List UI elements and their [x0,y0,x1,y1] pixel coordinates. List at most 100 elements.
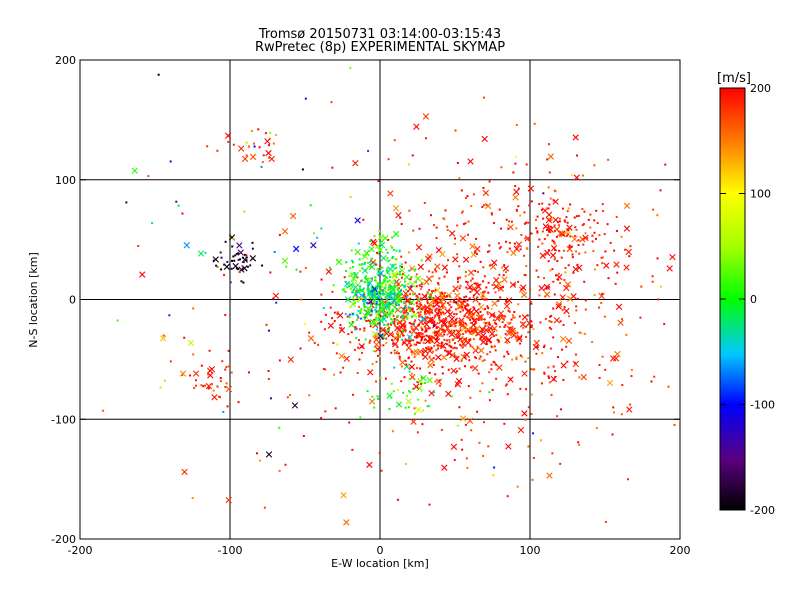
data-point-dot [462,309,465,312]
data-point-dot [497,339,500,342]
data-point-dot [404,295,407,298]
data-point-dot [508,322,511,325]
data-point-dot [525,265,528,268]
data-point-dot [215,264,218,267]
data-point-dot [375,285,378,288]
data-point-dot [519,342,522,345]
data-point-x [478,304,485,311]
data-point-dot [481,297,484,300]
data-point-dot [250,129,253,132]
data-point-x [424,255,432,262]
data-point-dot [409,391,412,394]
data-point-dot [454,237,457,240]
data-point-dot [224,240,227,243]
data-point-dot [410,302,413,305]
data-point-x [370,238,377,246]
data-point-dot [396,336,399,339]
data-point-dot [441,372,444,375]
data-point-x [197,250,205,257]
data-point-dot [412,291,415,294]
data-point-dot [385,269,388,272]
data-point-dot [372,296,375,299]
data-point-dot [573,234,576,237]
data-point-dot [324,368,327,371]
data-point-dot [395,266,398,269]
data-point-dot [378,335,381,338]
data-point-dot [278,469,281,472]
data-point-dot [583,280,586,283]
data-point-dot [363,309,366,312]
data-point-dot [530,368,533,371]
data-point-x [610,355,617,362]
data-point-dot [421,332,424,335]
data-point-dot [548,320,551,323]
data-point-dot [405,363,408,366]
data-point-dot [385,330,388,333]
colorbar-tick-label: 200 [750,82,771,95]
data-point-dot [440,305,443,308]
data-point-dot [401,338,404,341]
data-point-dot [408,366,411,369]
data-point-dot [356,372,359,375]
data-point-dot [454,325,457,328]
data-point-dot [537,245,540,248]
data-point-dot [443,291,446,294]
data-point-dot [383,288,386,291]
data-point-x [433,338,441,345]
data-point-dot [500,288,503,291]
data-point-x [513,188,520,195]
data-point-dot [601,355,604,358]
data-point-dot [380,240,383,243]
data-point-x [572,265,579,273]
data-point-dot [458,297,461,300]
data-point-dot [434,314,437,317]
data-point-dot [506,342,509,345]
data-point-dot [458,367,461,370]
data-point-dot [395,303,398,306]
data-point-dot [379,271,382,274]
data-point-dot [406,308,409,311]
data-point-dot [523,222,526,225]
data-point-dot [629,245,632,248]
data-point-dot [367,281,370,284]
data-point-x [448,316,456,323]
data-point-dot [545,287,548,290]
data-point-dot [418,323,421,326]
data-point-dot [218,396,221,399]
data-point-dot [430,346,433,349]
data-point-dot [391,319,394,322]
data-point-x [413,123,420,130]
data-point-dot [460,189,463,192]
data-point-dot [363,327,366,330]
data-point-x [623,202,631,210]
data-point-dot [232,255,235,258]
data-point-dot [569,203,572,206]
data-point-dot [428,348,431,351]
data-point-dot [460,359,463,362]
data-point-dot [299,270,302,273]
data-point-dot [443,330,446,333]
data-point-dot [450,333,453,336]
data-point-dot [639,316,642,319]
data-point-dot [339,323,342,326]
data-point-dot [427,270,430,273]
data-point-dot [401,365,404,368]
data-point-dot [464,330,467,333]
data-point-dot [433,331,436,334]
data-point-x [493,277,500,284]
data-point-x [361,312,369,319]
data-point-dot [456,329,459,332]
data-point-x [325,268,333,275]
data-point-x [192,370,200,377]
data-point-dot [475,356,478,359]
data-point-dot [613,249,616,252]
data-point-dot [441,366,444,369]
data-point-dot [515,338,518,341]
data-point-x [613,261,620,268]
data-point-dot [387,301,390,304]
data-point-dot [407,290,410,293]
data-point-dot [474,328,477,331]
data-point-dot [490,213,493,216]
data-point-dot [362,287,365,290]
data-point-dot [476,410,479,413]
